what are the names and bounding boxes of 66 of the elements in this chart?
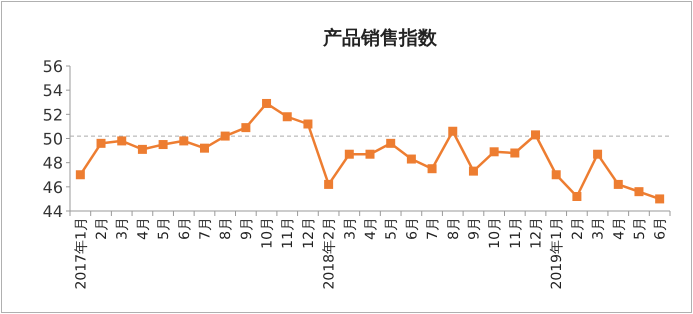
point xyxy=(158,140,168,150)
x-tick-label: 3月 xyxy=(114,217,131,240)
y-tick-label: 52 xyxy=(42,105,63,124)
point xyxy=(324,180,334,189)
x-tick-label: 4月 xyxy=(363,217,379,240)
x-tick-label: 2017年1月 xyxy=(73,217,90,290)
point xyxy=(303,120,312,128)
y-tick-label: 48 xyxy=(42,154,63,173)
point xyxy=(117,136,126,146)
point xyxy=(344,150,354,159)
point xyxy=(200,144,209,153)
point xyxy=(428,164,437,174)
point xyxy=(655,194,664,204)
point xyxy=(241,123,250,132)
x-tick-label: 6月 xyxy=(404,217,420,240)
x-tick-label: 7月 xyxy=(197,217,214,240)
x-tick-label: 4月 xyxy=(611,217,628,240)
point xyxy=(572,192,582,201)
x-tick-label: 3月 xyxy=(342,217,358,240)
x-tick-label: 5月 xyxy=(156,217,172,240)
point xyxy=(220,132,230,141)
x-tick-label: 12月 xyxy=(528,217,545,249)
point xyxy=(490,147,499,156)
x-tick-label: 2月 xyxy=(94,217,110,240)
chart-title: 产品销售指数 xyxy=(322,27,438,49)
y-tick-label: 44 xyxy=(42,202,63,221)
x-tick-label: 7月 xyxy=(425,217,442,240)
point xyxy=(366,150,374,159)
x-tick-label: 2018年2月 xyxy=(322,217,338,290)
x-tick-label: 9月 xyxy=(238,217,255,240)
point xyxy=(593,150,602,159)
x-tick-label: 11月 xyxy=(508,217,524,249)
point xyxy=(262,98,272,108)
y-tick-label: 54 xyxy=(42,81,63,100)
point xyxy=(531,130,540,140)
x-tick-label: 2019年1月 xyxy=(549,217,566,290)
point xyxy=(386,138,396,148)
point xyxy=(76,170,85,180)
x-tick-label: 9月 xyxy=(466,217,482,240)
x-tick-label: 5月 xyxy=(632,217,648,240)
x-tick-label: 5月 xyxy=(384,217,400,240)
y-tick-label: 56 xyxy=(42,57,63,76)
x-tick-label: 10月 xyxy=(260,217,276,249)
point xyxy=(552,170,561,180)
y-tick-label: 50 xyxy=(42,130,63,148)
point xyxy=(468,166,478,176)
point xyxy=(138,144,147,154)
x-tick-label: 11月 xyxy=(280,217,296,249)
x-tick-label: 8月 xyxy=(218,217,234,240)
point xyxy=(448,126,458,136)
x-tick-label: 2月 xyxy=(570,217,586,240)
point xyxy=(510,148,520,158)
y-tick-label: 46 xyxy=(42,178,63,197)
x-tick-label: 8月 xyxy=(446,217,462,240)
point xyxy=(282,112,292,122)
point xyxy=(406,154,416,164)
x-tick-label: 4月 xyxy=(135,217,152,240)
x-tick-label: 3月 xyxy=(590,217,607,240)
point xyxy=(96,138,106,148)
point xyxy=(634,187,644,196)
point xyxy=(614,180,623,189)
point xyxy=(179,136,188,146)
x-tick-label: 12月 xyxy=(300,217,317,249)
x-tick-label: 6月 xyxy=(176,217,193,240)
x-tick-label: 10月 xyxy=(487,217,504,249)
x-tick-label: 6月 xyxy=(652,217,669,240)
